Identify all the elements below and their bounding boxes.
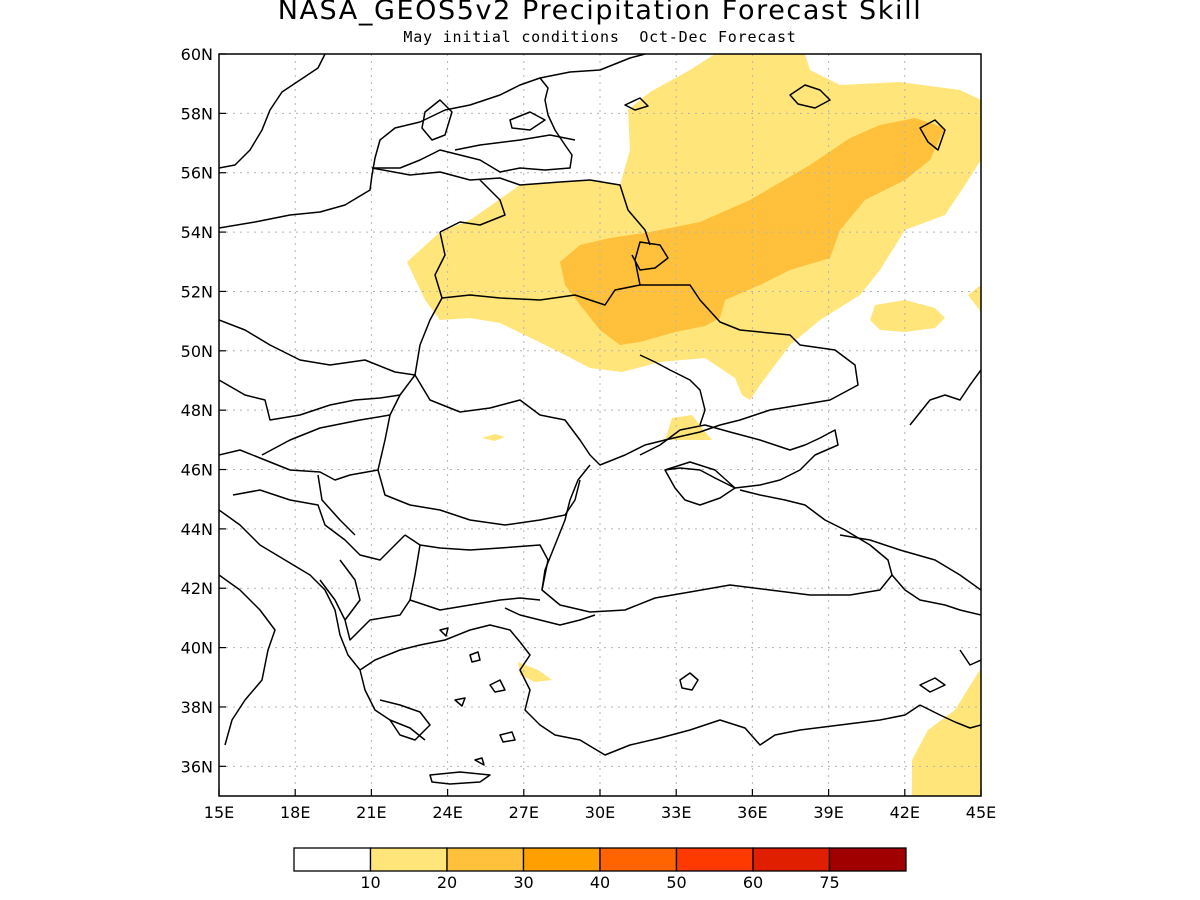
coastlines-and-borders — [219, 54, 981, 785]
lat-tick-label: 56N — [181, 164, 213, 183]
italy-coast — [219, 574, 276, 746]
colorbar-label: 20 — [437, 873, 457, 892]
colorbar-label: 40 — [590, 873, 610, 892]
skill-region-20-30 — [560, 118, 945, 345]
central-europe-borders — [219, 319, 416, 481]
lat-tick-label: 46N — [181, 461, 213, 480]
bosporus-coast — [504, 607, 596, 626]
colorbar-swatch — [752, 847, 831, 872]
lat-tick-label: 60N — [181, 45, 213, 64]
lon-tick-label: 39E — [813, 803, 843, 822]
colorbar-label: 60 — [743, 873, 763, 892]
skill-region-10-20-small — [870, 300, 945, 332]
scandinavia-coast — [219, 54, 326, 169]
skill-region-10-20-black-sea-north — [665, 415, 712, 440]
lon-tick-label: 30E — [585, 803, 615, 822]
lon-tick-label: 27E — [509, 803, 539, 822]
colorbar-label: 50 — [666, 873, 686, 892]
map-gridlines — [219, 54, 981, 796]
lat-tick-label: 40N — [181, 639, 213, 658]
map-axes: 15E 18E 21E 24E 27E 30E 33E 36E 39E 42E 45E 36N 38N 4… — [181, 45, 997, 822]
gulf-of-finland — [539, 54, 646, 79]
russia-north-lake — [789, 84, 831, 109]
caspian-coast — [909, 369, 981, 426]
lat-tick-label: 54N — [181, 223, 213, 242]
balkan-borders — [232, 474, 411, 641]
lake-ladoga — [624, 97, 649, 111]
colorbar-label: 75 — [819, 873, 839, 892]
colorbar: 10 20 30 40 50 60 75 — [293, 847, 907, 892]
turkey-coast — [519, 641, 921, 756]
crete — [429, 771, 491, 785]
colorbar-swatch — [522, 847, 601, 872]
lon-tick-label: 24E — [432, 803, 462, 822]
skill-region-10-20-se-corner — [912, 668, 981, 796]
map-subtitle: May initial conditions Oct-Dec Forecast — [403, 28, 797, 46]
lat-tick-label: 44N — [181, 520, 213, 539]
baltic-states-borders — [371, 134, 576, 233]
skill-region-10-20-edge — [968, 285, 981, 312]
saaremaa-island — [509, 111, 546, 131]
map-title: NASA_GEOS5v2 Precipitation Forecast Skil… — [277, 0, 923, 26]
lon-tick-label: 15E — [204, 803, 234, 822]
turkey-east-border — [919, 704, 981, 729]
lat-tick-label: 52N — [181, 282, 213, 301]
lon-tick-label: 36E — [737, 803, 767, 822]
rybinsk-lake — [919, 119, 946, 151]
baltic-coast — [219, 77, 573, 229]
van-lake — [919, 677, 946, 693]
lon-tick-label: 42E — [890, 803, 920, 822]
colorbar-swatch — [675, 847, 754, 872]
belarus-border — [434, 179, 669, 306]
colorbar-swatch — [446, 847, 525, 872]
lat-tick-label: 48N — [181, 401, 213, 420]
colorbar-swatch — [293, 847, 372, 872]
caucasus-borders — [839, 534, 981, 666]
crimea — [664, 461, 736, 506]
lat-tick-label: 58N — [181, 104, 213, 123]
adriatic-coast — [219, 509, 426, 741]
lon-tick-label: 33E — [661, 803, 691, 822]
skill-region-10-20-romania — [482, 434, 505, 441]
lat-tick-label: 42N — [181, 579, 213, 598]
dnieper-river — [639, 354, 706, 426]
greece-coast — [359, 624, 521, 741]
lon-tick-label: 45E — [966, 803, 996, 822]
azov-sea-coast — [639, 424, 839, 489]
colorbar-label: 30 — [513, 873, 533, 892]
black-sea-coast — [541, 464, 893, 613]
gotland-island — [421, 99, 453, 141]
lat-tick-label: 36N — [181, 757, 213, 776]
lon-tick-label: 21E — [356, 803, 386, 822]
colorbar-swatch — [369, 847, 448, 872]
colorbar-label: 10 — [360, 873, 380, 892]
lat-tick-label: 50N — [181, 342, 213, 361]
ukraine-border — [414, 284, 859, 466]
lon-tick-label: 18E — [280, 803, 310, 822]
lat-tick-label: 38N — [181, 698, 213, 717]
romania-bulgaria-borders — [377, 374, 581, 611]
skill-shading — [407, 54, 981, 796]
aegean-islands — [439, 627, 516, 766]
tuz-lake — [679, 672, 699, 691]
colorbar-swatch — [828, 847, 907, 872]
skill-region-10-20-aegean — [518, 662, 552, 682]
colorbar-swatch — [599, 847, 678, 872]
